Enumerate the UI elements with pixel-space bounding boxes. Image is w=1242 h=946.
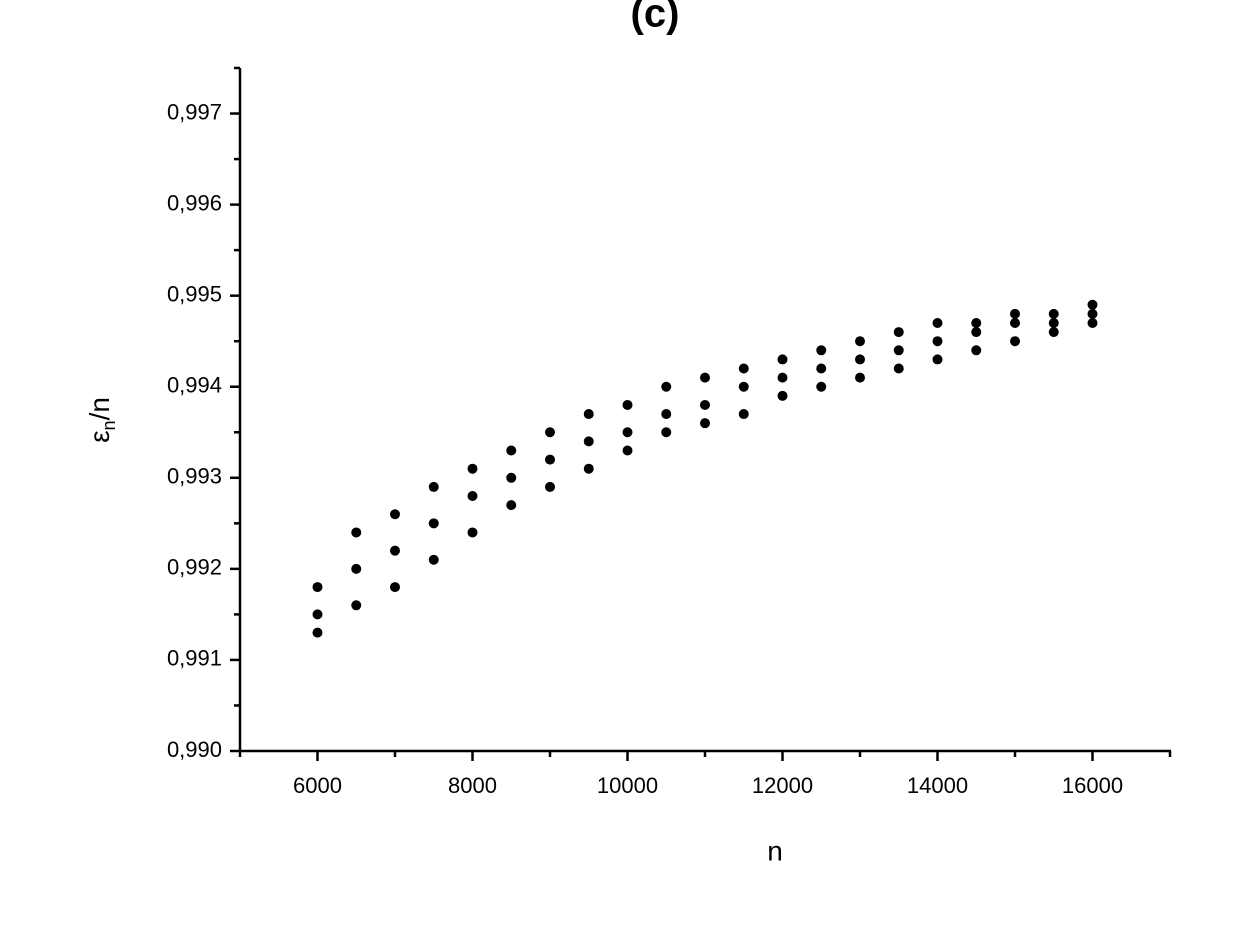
point [971, 327, 982, 338]
point [700, 418, 710, 429]
point [661, 427, 672, 438]
point [428, 554, 439, 565]
x-tick-label: 14000 [907, 773, 968, 798]
point [738, 381, 749, 392]
point [932, 336, 943, 347]
x-tick-label: 8000 [448, 773, 497, 798]
point [932, 354, 943, 365]
point [1087, 308, 1098, 319]
y-tick-label: 0,996 [167, 190, 222, 215]
point [390, 509, 400, 520]
point [893, 345, 904, 356]
x-tick-label: 12000 [752, 773, 813, 798]
point [1087, 317, 1098, 328]
point [583, 436, 594, 447]
point [1010, 308, 1020, 319]
x-tick-label: 10000 [597, 773, 658, 798]
point [312, 627, 323, 638]
point [971, 317, 982, 328]
point [545, 427, 555, 438]
point [351, 563, 362, 574]
point [1010, 317, 1020, 328]
y-label-rest: /n [84, 397, 115, 420]
point [893, 363, 904, 374]
point [622, 445, 633, 456]
point [971, 345, 982, 356]
point [545, 481, 555, 492]
y-label-symbol: ε [84, 430, 115, 442]
y-tick-label: 0,990 [167, 737, 222, 762]
y-tick-label: 0,997 [167, 99, 222, 124]
x-axis-label: n [767, 835, 783, 866]
point [390, 582, 400, 593]
point [816, 363, 827, 374]
point [777, 390, 788, 401]
point [545, 454, 555, 465]
y-tick-label: 0,991 [167, 646, 222, 671]
point [1048, 327, 1059, 338]
point [893, 327, 904, 338]
y-tick-label: 0,994 [167, 373, 222, 398]
chart-title: (c) [631, 0, 680, 36]
point [777, 354, 788, 365]
point [312, 582, 323, 593]
point [777, 372, 788, 383]
point [467, 527, 478, 538]
x-tick-label: 16000 [1062, 773, 1123, 798]
point [855, 354, 865, 365]
point [738, 363, 749, 374]
x-tick-label: 6000 [293, 773, 342, 798]
y-tick-label: 0,993 [167, 464, 222, 489]
point [428, 518, 439, 529]
point [816, 345, 827, 356]
point [390, 545, 400, 556]
point [1010, 336, 1020, 347]
y-axis-label: εn/n [84, 397, 118, 443]
point [351, 600, 362, 611]
point [506, 445, 517, 456]
point [351, 527, 362, 538]
point [700, 372, 710, 383]
point [661, 409, 672, 420]
y-tick-label: 0,992 [167, 555, 222, 580]
point [467, 491, 478, 502]
y-label-subscript: n [99, 420, 119, 430]
point [622, 427, 633, 438]
point [661, 381, 672, 392]
point [738, 409, 749, 420]
point [1087, 299, 1098, 310]
point [428, 481, 439, 492]
point [622, 399, 633, 410]
point [816, 381, 827, 392]
point [1048, 308, 1059, 319]
point [583, 409, 594, 420]
point [583, 463, 594, 474]
point [932, 317, 943, 328]
point [700, 399, 710, 410]
point [1048, 317, 1059, 328]
point [855, 372, 865, 383]
point [506, 472, 517, 483]
point [506, 500, 517, 511]
point [467, 463, 478, 474]
point [312, 609, 323, 620]
point [855, 336, 865, 347]
y-tick-label: 0,995 [167, 281, 222, 306]
